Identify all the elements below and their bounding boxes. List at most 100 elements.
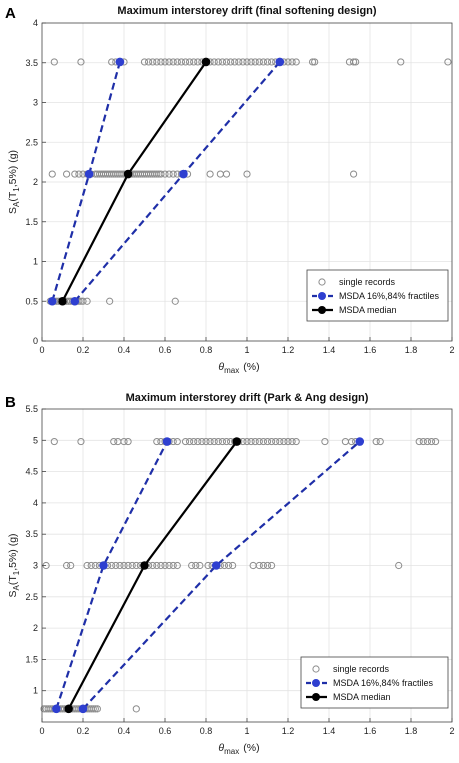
y-axis-subscript: A xyxy=(12,201,21,207)
record-point xyxy=(161,58,169,66)
x-tick-label: 0 xyxy=(39,726,44,736)
record-point xyxy=(112,561,120,570)
record-point xyxy=(108,561,116,570)
record-point xyxy=(124,437,132,446)
record-point xyxy=(173,561,181,570)
record-point xyxy=(210,437,218,446)
x-tick-label: 0.4 xyxy=(118,726,131,736)
panel-label: A xyxy=(5,5,16,22)
chart-title: Maximum interstorey drift (Park & Ang de… xyxy=(126,392,369,404)
legend-label: MSDA 16%,84% fractiles xyxy=(333,678,434,688)
record-point xyxy=(71,170,79,178)
record-point xyxy=(419,437,427,446)
record-point xyxy=(181,58,190,66)
y-tick-label: 0 xyxy=(33,336,38,346)
y-tick-label: 5 xyxy=(33,435,38,445)
record-point xyxy=(169,170,177,178)
record-point xyxy=(190,58,198,66)
legend-marker-fractile xyxy=(318,292,326,300)
record-point xyxy=(153,437,161,446)
fractile-point xyxy=(52,704,61,714)
record-point xyxy=(288,58,296,66)
x-tick-label: 1.4 xyxy=(323,345,336,355)
x-tick-label: 0.4 xyxy=(118,345,131,355)
y-axis-mid: (T xyxy=(7,191,19,201)
median-point xyxy=(58,296,67,306)
y-axis-label: SA(T1,5%) (g) xyxy=(7,533,21,597)
y-axis-end: ,5%) (g) xyxy=(7,150,19,187)
x-axis-label: θmax (%) xyxy=(218,361,259,375)
x-tick-label: 1.2 xyxy=(282,345,295,355)
legend-marker-median xyxy=(312,693,320,701)
x-axis-symbol: θ xyxy=(218,742,224,754)
legend-marker-records xyxy=(312,665,320,673)
record-point xyxy=(165,561,173,570)
record-point xyxy=(444,58,452,66)
record-point xyxy=(214,437,222,446)
y-tick-label: 2.5 xyxy=(25,592,38,602)
record-point xyxy=(157,58,165,66)
panel-label: B xyxy=(5,394,16,411)
record-point xyxy=(186,58,194,66)
legend-label: single records xyxy=(333,664,390,674)
record-point xyxy=(222,437,231,446)
record-point xyxy=(321,437,329,446)
x-axis-subscript: max xyxy=(224,747,239,756)
record-point xyxy=(169,58,177,66)
record-point xyxy=(311,58,319,66)
record-point xyxy=(235,58,243,66)
record-point xyxy=(284,58,292,66)
legend: single records MSDA 16%,84% fractiles MSDA… xyxy=(300,656,449,709)
y-axis-subscript-2: 1 xyxy=(12,570,21,575)
record-point xyxy=(153,170,161,178)
x-tick-label: 2 xyxy=(449,726,454,736)
record-point xyxy=(173,58,181,66)
record-point xyxy=(243,170,251,178)
legend-marker-median xyxy=(318,306,326,314)
legend-marker-fractile xyxy=(312,679,320,687)
record-point xyxy=(198,437,206,446)
fractile-point xyxy=(355,437,365,446)
record-point xyxy=(231,58,239,66)
y-tick-label: 1 xyxy=(33,257,38,267)
record-point xyxy=(268,437,276,446)
record-point xyxy=(63,561,71,570)
record-point xyxy=(48,170,56,178)
fractile-point xyxy=(115,57,125,67)
record-point xyxy=(222,58,231,66)
median-point xyxy=(232,437,242,446)
record-point xyxy=(157,561,165,570)
record-point xyxy=(218,437,226,446)
record-point xyxy=(188,561,196,570)
fractile-line xyxy=(55,441,169,710)
record-point xyxy=(149,561,157,570)
record-point xyxy=(190,437,198,446)
record-point xyxy=(192,561,200,570)
y-axis-main: S xyxy=(7,207,19,214)
record-point xyxy=(91,705,99,713)
record-point xyxy=(259,437,267,446)
x-axis-label: θmax (%) xyxy=(218,742,259,756)
record-point xyxy=(157,170,165,178)
record-point xyxy=(251,437,259,446)
record-point xyxy=(132,705,140,713)
record-point xyxy=(288,437,296,446)
y-tick-label: 2 xyxy=(33,177,38,187)
x-tick-label: 1.6 xyxy=(364,726,377,736)
y-tick-label: 4 xyxy=(33,498,38,508)
legend-label: MSDA 16%,84% fractiles xyxy=(339,291,440,301)
record-point xyxy=(169,561,177,570)
x-tick-label: 1 xyxy=(244,726,249,736)
record-point xyxy=(206,437,214,446)
record-point xyxy=(79,297,87,305)
record-point xyxy=(165,58,173,66)
record-point xyxy=(423,437,431,446)
legend-label: MSDA median xyxy=(333,692,391,702)
record-point xyxy=(214,58,222,66)
record-point xyxy=(206,170,214,178)
record-point xyxy=(397,58,405,66)
x-tick-label: 0.6 xyxy=(159,345,172,355)
record-point xyxy=(110,437,118,446)
legend: single records MSDA 16%,84% fractiles MSDA… xyxy=(306,269,449,322)
record-point xyxy=(347,437,356,446)
